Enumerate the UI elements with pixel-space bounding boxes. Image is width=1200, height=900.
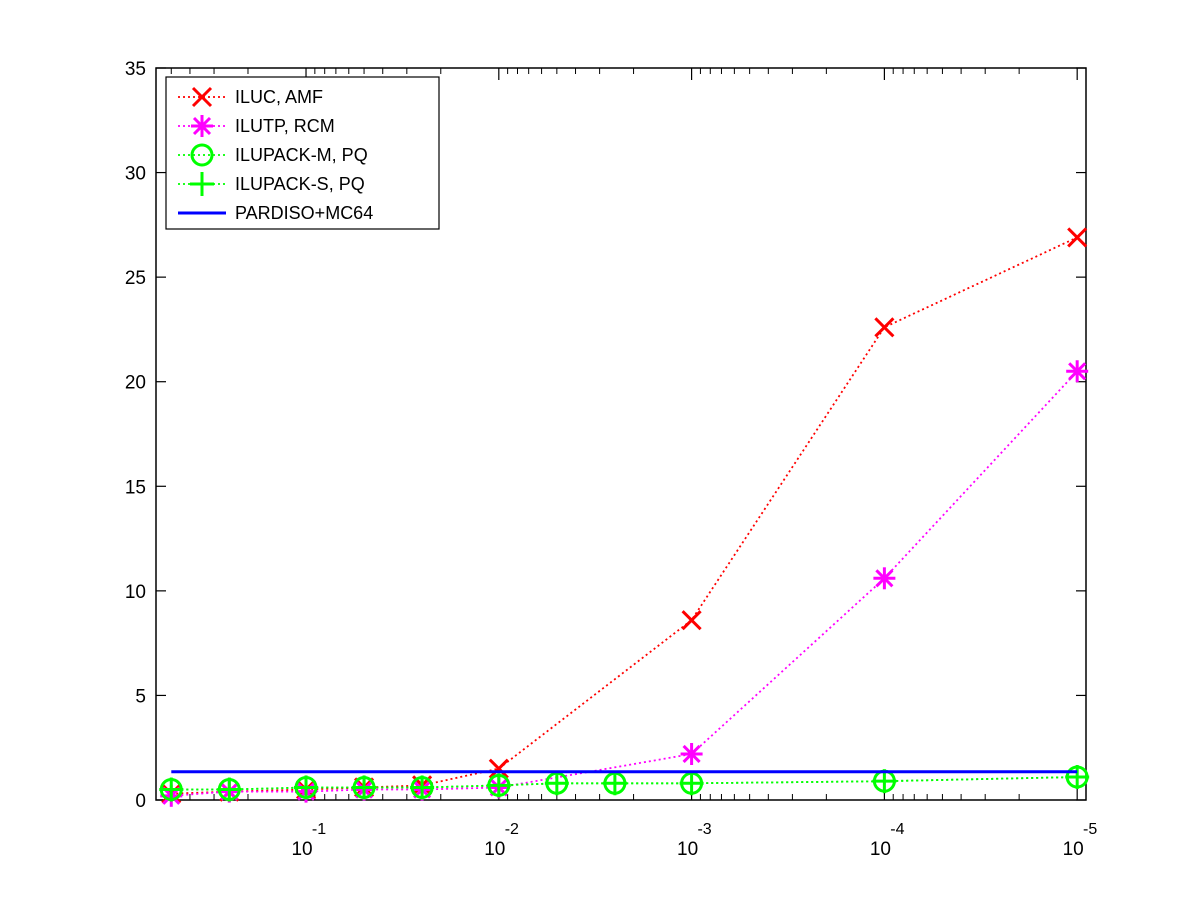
x-tick-label-exponent: -5 bbox=[1083, 821, 1097, 838]
series-layer bbox=[159, 227, 1090, 807]
y-tick-label: 25 bbox=[125, 268, 146, 289]
y-tick-label: 5 bbox=[135, 686, 146, 707]
x-tick-label-base: 10 bbox=[291, 839, 312, 860]
data-point-marker bbox=[190, 143, 214, 167]
data-point-marker bbox=[488, 758, 509, 779]
series-ilupack-s-pq bbox=[159, 764, 1090, 802]
x-tick-label-exponent: -4 bbox=[890, 821, 904, 838]
x-tick-label-base: 10 bbox=[484, 839, 505, 860]
y-tick-label: 15 bbox=[125, 477, 146, 498]
data-point-marker bbox=[874, 317, 895, 338]
data-point-marker bbox=[681, 610, 702, 631]
x-tick-label-exponent: -2 bbox=[505, 821, 519, 838]
legend: ILUC, AMF ILUTP, RCM ILUPACK-M, PQ ILUPACK-… bbox=[165, 76, 440, 230]
legend-label: ILUC, AMF bbox=[235, 87, 323, 107]
y-tick-label: 35 bbox=[125, 59, 146, 80]
y-tick-label: 10 bbox=[125, 582, 146, 603]
data-point-marker bbox=[1068, 362, 1087, 381]
data-point-marker bbox=[1067, 227, 1088, 248]
x-tick-label-base: 10 bbox=[677, 839, 698, 860]
legend-label: ILUTP, RCM bbox=[235, 116, 335, 136]
data-point-marker bbox=[875, 569, 894, 588]
y-tick-label: 30 bbox=[125, 164, 146, 185]
y-tick-label: 20 bbox=[125, 373, 146, 394]
legend-label: ILUPACK-S, PQ bbox=[235, 174, 365, 194]
legend-label: ILUPACK-M, PQ bbox=[235, 145, 368, 165]
x-tick-label-base: 10 bbox=[870, 839, 891, 860]
x-tick-label-exponent: -3 bbox=[697, 821, 711, 838]
y-tick-label: 0 bbox=[135, 791, 146, 812]
x-tick-label-base: 10 bbox=[1063, 839, 1084, 860]
x-tick-label-exponent: -1 bbox=[312, 821, 326, 838]
legend-label: PARDISO+MC64 bbox=[235, 203, 373, 223]
data-point-marker bbox=[682, 744, 701, 764]
data-point-marker bbox=[192, 116, 212, 136]
data-point-marker bbox=[191, 86, 213, 108]
